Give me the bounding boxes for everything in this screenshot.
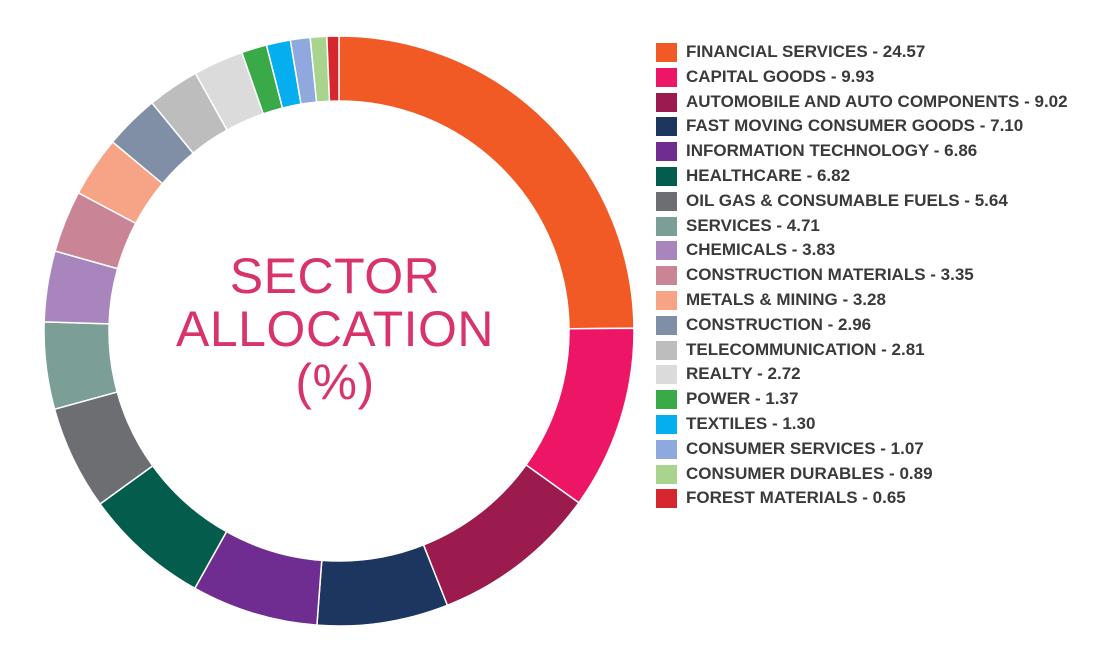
legend-swatch — [656, 117, 677, 137]
legend-swatch — [656, 166, 677, 186]
legend-item: OIL GAS & CONSUMABLE FUELS - 5.64 — [656, 189, 1091, 214]
legend-swatch — [656, 464, 677, 484]
slice-forest-materials — [326, 35, 340, 102]
legend-label: CONSUMER SERVICES - 1.07 — [686, 438, 924, 458]
legend-item: CONSUMER DURABLES - 0.89 — [656, 462, 1091, 487]
legend-label: FAST MOVING CONSUMER GOODS - 7.10 — [686, 116, 1024, 136]
legend-item: CONSTRUCTION MATERIALS - 3.35 — [656, 263, 1091, 288]
legend-item: FINANCIAL SERVICES - 24.57 — [656, 40, 1091, 65]
legend-label: AUTOMOBILE AND AUTO COMPONENTS - 9.02 — [686, 91, 1068, 111]
legend-swatch — [656, 290, 677, 310]
legend-item: SERVICES - 4.71 — [656, 214, 1091, 239]
legend-swatch — [656, 315, 677, 335]
legend-swatch — [656, 439, 677, 459]
legend-label: FOREST MATERIALS - 0.65 — [686, 488, 906, 508]
legend-swatch — [656, 266, 677, 286]
legend-item: TELECOMMUNICATION - 2.81 — [656, 338, 1091, 363]
legend-item: CHEMICALS - 3.83 — [656, 238, 1091, 263]
legend-swatch — [656, 390, 677, 410]
legend-swatch — [656, 216, 677, 236]
legend-label: METALS & MINING - 3.28 — [686, 289, 886, 309]
legend-swatch — [656, 67, 677, 87]
legend-swatch — [656, 340, 677, 360]
legend-label: HEALTHCARE - 6.82 — [686, 165, 851, 185]
legend-label: TELECOMMUNICATION - 2.81 — [686, 339, 925, 359]
legend-item: CONSUMER SERVICES - 1.07 — [656, 437, 1091, 462]
legend-swatch — [656, 414, 677, 434]
legend-swatch — [656, 43, 677, 62]
legend-label: CAPITAL GOODS - 9.93 — [686, 66, 875, 86]
legend-item: AUTOMOBILE AND AUTO COMPONENTS - 9.02 — [656, 90, 1091, 115]
legend-swatch — [656, 142, 677, 162]
legend-item: HEALTHCARE - 6.82 — [656, 164, 1091, 189]
legend-item: TEXTILES - 1.30 — [656, 412, 1091, 437]
legend-label: OIL GAS & CONSUMABLE FUELS - 5.64 — [686, 190, 1008, 210]
slice-automobile-and-auto-components — [422, 463, 580, 607]
legend-label: CHEMICALS - 3.83 — [686, 240, 836, 260]
legend-item: CONSTRUCTION - 2.96 — [656, 313, 1091, 338]
center-label-line-1: SECTOR — [229, 248, 441, 304]
legend-swatch — [656, 489, 677, 509]
legend-swatch — [656, 365, 677, 385]
legend-label: POWER - 1.37 — [686, 389, 799, 409]
legend-item: FOREST MATERIALS - 0.65 — [656, 486, 1091, 511]
legend-label: REALTY - 2.72 — [686, 364, 801, 384]
legend-label: SERVICES - 4.71 — [686, 215, 820, 235]
legend-label: CONSUMER DURABLES - 0.89 — [686, 463, 933, 483]
legend-item: CAPITAL GOODS - 9.93 — [656, 65, 1091, 90]
legend: FINANCIAL SERVICES - 24.57 CAPITAL GOODS … — [656, 40, 1091, 511]
legend-item: INFORMATION TECHNOLOGY - 6.86 — [656, 139, 1091, 164]
legend-swatch — [656, 191, 677, 211]
legend-item: FAST MOVING CONSUMER GOODS - 7.10 — [656, 114, 1091, 139]
legend-item: METALS & MINING - 3.28 — [656, 288, 1091, 313]
legend-item: REALTY - 2.72 — [656, 362, 1091, 387]
center-label-line-3: (%) — [295, 354, 375, 410]
legend-item: POWER - 1.37 — [656, 387, 1091, 412]
legend-swatch — [656, 92, 677, 112]
legend-label: INFORMATION TECHNOLOGY - 6.86 — [686, 141, 978, 161]
center-label-line-2: ALLOCATION — [175, 301, 495, 357]
slice-fast-moving-consumer-goods — [316, 543, 449, 627]
legend-label: TEXTILES - 1.30 — [686, 413, 816, 433]
donut-chart — [43, 35, 635, 627]
legend-label: FINANCIAL SERVICES - 24.57 — [686, 42, 926, 61]
legend-label: CONSTRUCTION MATERIALS - 3.35 — [686, 265, 974, 285]
legend-swatch — [656, 241, 677, 261]
center-label: SECTOR ALLOCATION (%) — [140, 250, 530, 409]
legend-label: CONSTRUCTION - 2.96 — [686, 314, 872, 334]
